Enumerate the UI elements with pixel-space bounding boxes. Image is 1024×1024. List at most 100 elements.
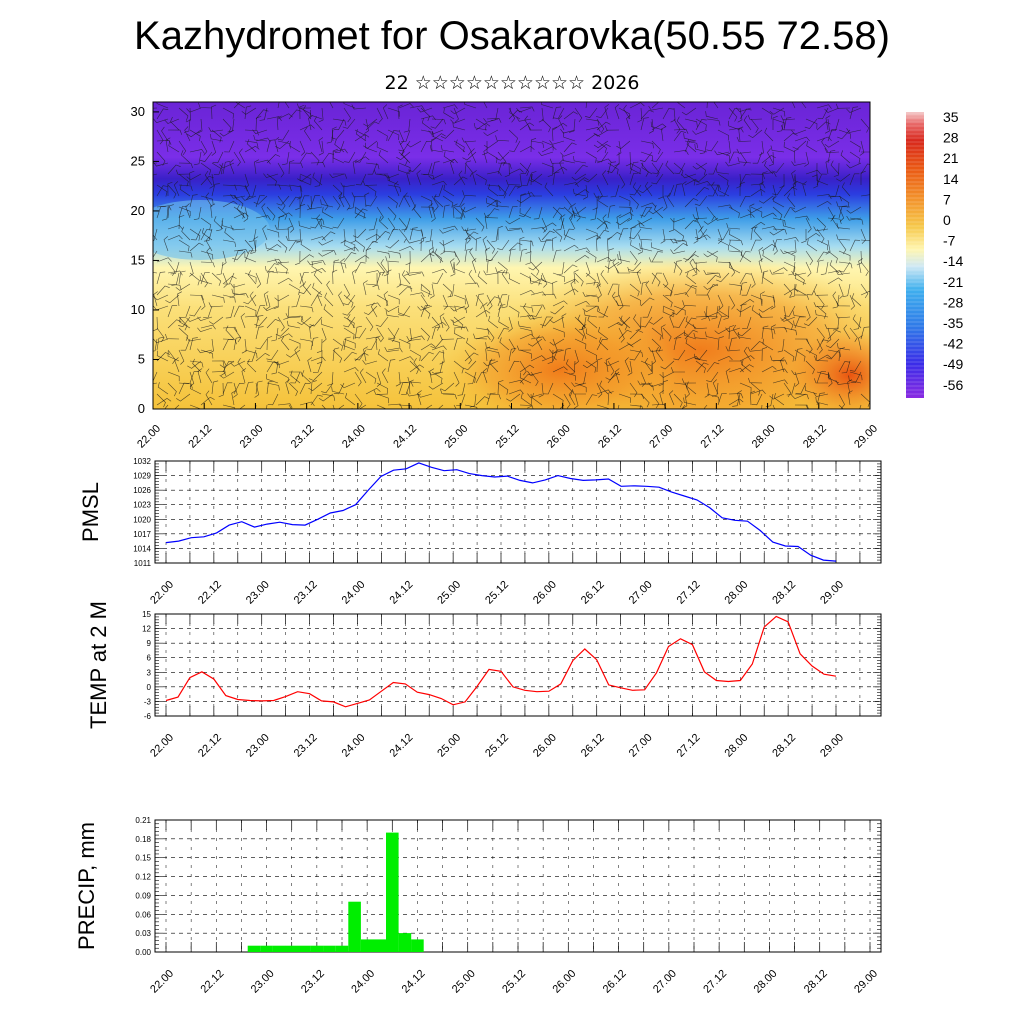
y-tick-label: 1026 xyxy=(133,486,151,495)
x-tick-label: 24.12 xyxy=(387,579,415,607)
x-tick-label: 22.00 xyxy=(148,579,176,607)
y-tick-label: 30 xyxy=(131,104,145,119)
chart-title: Kazhydromet for Osakarovka(50.55 72.58) xyxy=(134,14,890,58)
y-tick-label: 15 xyxy=(142,610,151,619)
y-tick-label: 1032 xyxy=(133,457,151,466)
x-tick-label: 24.00 xyxy=(349,968,377,996)
y-tick-label: 0.06 xyxy=(135,910,151,919)
x-tick-label: 22.12 xyxy=(196,732,224,760)
colorbar-labels: 35 28 21 14 7 0 -7 -14 -21 -28 -35 -42 -49 -56 xyxy=(943,109,963,393)
precipitation-panel: 0.00 0.03 0.06 0.09 0.12 0.15 0.18 0.21 22.00 22.… xyxy=(74,816,882,996)
colorbar-label: -42 xyxy=(943,336,963,352)
x-tick-label: 25.00 xyxy=(435,579,463,607)
x-tick-label: 28.12 xyxy=(770,579,798,607)
x-tick-label: 23.00 xyxy=(244,579,272,607)
x-tick-label: 29.00 xyxy=(852,423,880,451)
x-tick-label: 29.00 xyxy=(852,968,880,996)
y-tick-label: 0.15 xyxy=(135,854,151,863)
colorbar-label: 28 xyxy=(943,130,959,146)
y-tick-label: 20 xyxy=(131,203,145,218)
x-tick-label: 26.12 xyxy=(579,579,607,607)
y-axis-label: TEMP at 2 M xyxy=(86,601,111,729)
y-tick-label: 1011 xyxy=(134,559,152,568)
x-tick-label: 28.00 xyxy=(752,968,780,996)
x-tick-label: 27.12 xyxy=(699,423,727,451)
wind-barbs xyxy=(153,102,870,409)
y-tick-label: 1014 xyxy=(133,544,151,553)
precip-bar xyxy=(285,945,298,952)
precip-bar xyxy=(310,945,324,952)
precip-bar xyxy=(398,933,412,952)
series-line xyxy=(165,462,837,562)
x-tick-label: 27.12 xyxy=(675,579,703,607)
x-tick-label: 23.00 xyxy=(244,732,272,760)
x-tick-label: 22.12 xyxy=(198,968,226,996)
x-tick-label: 28.00 xyxy=(750,423,778,451)
colorbar-label: -49 xyxy=(943,356,963,372)
x-tick-label: 27.00 xyxy=(627,732,655,760)
x-tick-label: 24.00 xyxy=(340,732,368,760)
y-tick-label: 3 xyxy=(147,668,152,677)
colorbar-label: -7 xyxy=(943,233,956,249)
y-axis-label: PRECIP, mm xyxy=(74,822,99,950)
colorbar-label: -14 xyxy=(943,253,963,269)
pmsl-panel: 1011 1014 1017 1020 1023 1026 1029 1032 22.00 22.… xyxy=(78,457,882,607)
y-axis-label: PMSL xyxy=(78,482,103,542)
x-tick-label: 25.12 xyxy=(494,423,522,451)
y-tick-label: 0.21 xyxy=(135,816,151,825)
y-tick-label: 6 xyxy=(147,654,152,663)
x-tick-label: 27.00 xyxy=(627,579,655,607)
y-tick-label: 0 xyxy=(147,683,152,692)
precip-bar xyxy=(272,945,286,952)
x-tick-label: 26.00 xyxy=(531,732,559,760)
y-tick-label: 1029 xyxy=(133,472,151,481)
y-tick-label: 0.09 xyxy=(135,891,151,900)
colorbar: 35 28 21 14 7 0 -7 -14 -21 -28 -35 -42 -49 -56 xyxy=(906,109,963,398)
colorbar-label: -21 xyxy=(943,274,963,290)
x-tick-label: 22.00 xyxy=(148,732,176,760)
y-tick-label: 9 xyxy=(147,639,152,648)
x-tick-label: 27.00 xyxy=(647,423,675,451)
x-tick-label: 22.12 xyxy=(186,423,214,451)
x-tick-label: 28.00 xyxy=(722,732,750,760)
x-tick-label: 23.12 xyxy=(289,423,317,451)
x-tick-label: 25.00 xyxy=(435,732,463,760)
precip-bar xyxy=(323,945,336,952)
y-tick-label: 0.18 xyxy=(135,835,151,844)
panel-frame xyxy=(154,460,882,564)
x-tick-label: 25.00 xyxy=(442,423,470,451)
colorbar-label: -56 xyxy=(943,377,963,393)
y-tick-label: 15 xyxy=(131,252,145,267)
x-tick-label: 25.12 xyxy=(500,968,528,996)
x-tick-label: 26.00 xyxy=(550,968,578,996)
x-tick-label: 25.12 xyxy=(483,732,511,760)
y-tick-label: 25 xyxy=(131,153,145,168)
y-tick-label: 0 xyxy=(138,401,145,416)
x-tick-label: 28.12 xyxy=(802,968,830,996)
temperature-panel: -6 -3 0 3 6 9 12 15 22.00 22.12 23.00 23.12 24.00 24.… xyxy=(86,601,882,760)
precip-bar xyxy=(348,901,361,952)
y-tick-label: 0.12 xyxy=(135,873,151,882)
y-tick-label: 1017 xyxy=(133,530,151,539)
y-tick-label: 0.00 xyxy=(135,948,151,957)
x-tick-label: 26.12 xyxy=(601,968,629,996)
colorbar-label: -28 xyxy=(943,294,963,310)
x-tick-label: 24.00 xyxy=(340,579,368,607)
x-tick-label: 22.00 xyxy=(148,968,176,996)
x-tick-label: 23.00 xyxy=(238,423,266,451)
precip-bar xyxy=(247,945,261,952)
x-tick-label: 28.12 xyxy=(770,732,798,760)
x-tick-label: 23.12 xyxy=(299,968,327,996)
y-tick-label: 10 xyxy=(131,302,145,317)
x-tick-label: 24.00 xyxy=(340,423,368,451)
y-tick-label: 1023 xyxy=(133,501,151,510)
x-tick-label: 26.12 xyxy=(596,423,624,451)
y-tick-label: 5 xyxy=(138,351,145,366)
x-tick-label: 26.00 xyxy=(531,579,559,607)
y-tick-label: -6 xyxy=(144,712,152,721)
precip-bar xyxy=(373,939,386,952)
x-tick-label: 26.12 xyxy=(579,732,607,760)
chart-subtitle: 22 ☆☆☆☆☆☆☆☆☆☆ 2026 xyxy=(384,72,640,94)
precip-bar xyxy=(335,945,349,952)
